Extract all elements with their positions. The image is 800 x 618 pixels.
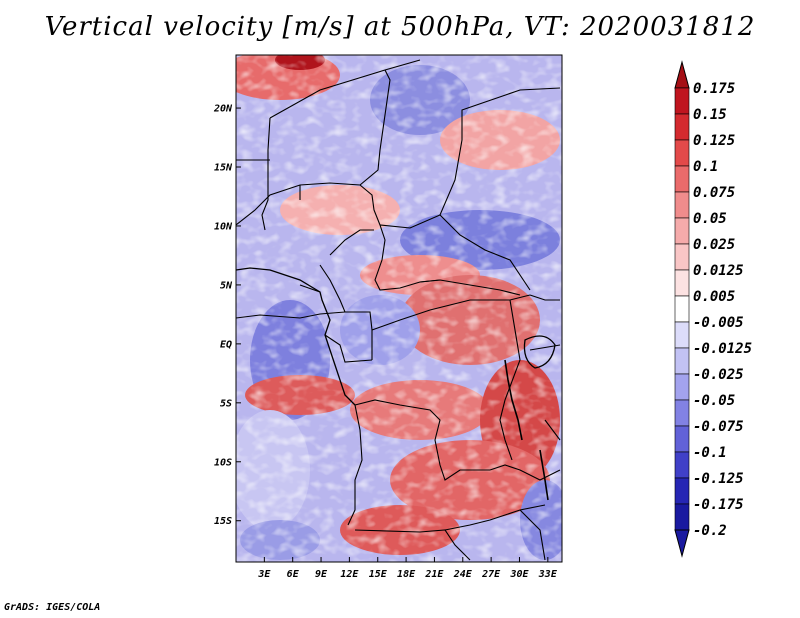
lat-tick-label: 20N: [213, 104, 233, 115]
lon-tick-label: 33E: [538, 569, 558, 580]
colorbar-label: 0.125: [693, 133, 735, 149]
lat-tick-label: EQ: [220, 339, 232, 350]
chart-title: Vertical velocity [m/s] at 500hPa, VT: 2…: [44, 12, 756, 42]
colorbar-swatch: [674, 321, 690, 349]
colorbar-label: -0.005: [693, 315, 744, 331]
lat-tick-label: 5S: [220, 398, 232, 409]
lat-tick-label: 15S: [214, 516, 232, 527]
colorbar-label: -0.2: [693, 523, 727, 539]
colorbar-label: -0.125: [693, 471, 744, 487]
lon-tick-label: 30E: [509, 569, 529, 580]
colorbar-label: 0.075: [693, 185, 735, 201]
colorbar-swatch: [674, 295, 690, 323]
colorbar-swatch: [674, 87, 690, 115]
lat-tick-label: 15N: [214, 163, 233, 174]
lon-tick-label: 3E: [257, 569, 271, 580]
colorbar-swatch: [674, 373, 690, 401]
map-frame: [235, 54, 563, 563]
colorbar-swatch: [674, 503, 690, 531]
longitude-axis: 3E 6E 9E 12E 15E 18E 21E 24E 27E 30E 33E: [257, 557, 558, 580]
colorbar-label: -0.1: [693, 445, 727, 461]
lon-tick-label: 21E: [424, 569, 444, 580]
country-borders: [236, 59, 561, 561]
colorbar-label: 0.0125: [693, 263, 744, 279]
colorbar-label: 0.15: [693, 107, 727, 123]
latitude-axis: 20N 15N 10N 5N EQ 5S 10S 15S: [213, 104, 241, 527]
credit-label: GrADS: IGES/COLA: [4, 602, 101, 613]
colorbar-swatch: [674, 399, 690, 427]
colorbar-label: 0.175: [693, 81, 735, 97]
lon-tick-label: 18E: [397, 569, 416, 580]
colorbar-label: 0.05: [693, 211, 727, 227]
colorbar-swatch: [674, 347, 690, 375]
colorbar-swatch: [674, 269, 690, 297]
colorbar-label: -0.0125: [693, 341, 752, 357]
colorbar-label: -0.025: [693, 367, 744, 383]
colorbar-label: 0.025: [693, 237, 735, 253]
lat-tick-label: 10N: [214, 221, 233, 232]
colorbar-swatch: [674, 113, 690, 141]
colorbar-swatch: [674, 139, 690, 167]
lon-tick-label: 6E: [287, 569, 300, 580]
colorbar-swatch: [674, 477, 690, 505]
vertical-velocity-field: [236, 55, 562, 562]
lon-tick-label: 12E: [340, 569, 359, 580]
colorbar-swatch: [674, 217, 690, 245]
lat-tick-label: 10S: [214, 457, 232, 468]
lon-tick-label: 15E: [369, 569, 388, 580]
colorbar-label: -0.175: [693, 497, 744, 513]
colorbar-swatch: [674, 191, 690, 219]
colorbar: 0.175 0.15 0.125 0.1 0.075 0.05 0.025 0.0125 0.0…: [674, 60, 752, 558]
colorbar-swatch: [674, 425, 690, 453]
colorbar-label: -0.05: [693, 393, 735, 409]
colorbar-swatch: [674, 451, 690, 479]
colorbar-label: -0.075: [693, 419, 744, 435]
colorbar-label: 0.1: [693, 159, 718, 175]
colorbar-label: 0.005: [693, 289, 735, 305]
lon-tick-label: 24E: [453, 569, 473, 580]
lon-tick-label: 27E: [481, 569, 501, 580]
colorbar-top-arrow: [674, 60, 690, 89]
lon-tick-label: 9E: [315, 569, 328, 580]
colorbar-swatch: [674, 243, 690, 271]
colorbar-bottom-arrow: [674, 529, 690, 558]
lat-tick-label: 5N: [220, 280, 233, 291]
colorbar-swatch: [674, 165, 690, 193]
